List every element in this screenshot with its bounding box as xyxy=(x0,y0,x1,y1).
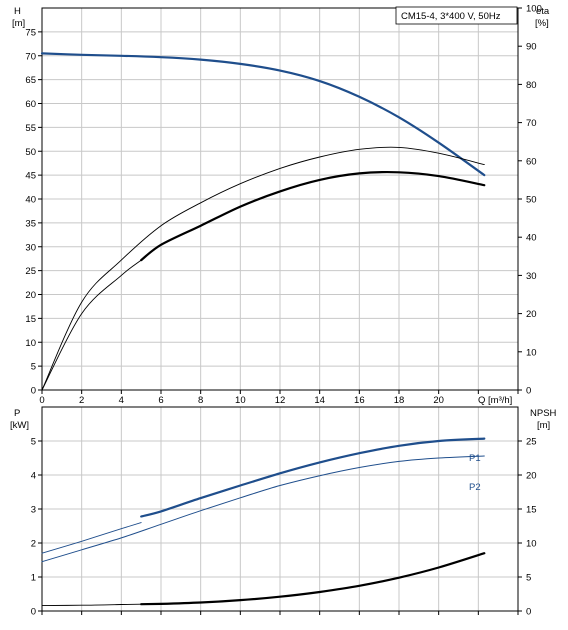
bottom-chart-series xyxy=(41,437,486,607)
x-tick-label: 14 xyxy=(314,395,325,406)
left-tick-label: 55 xyxy=(25,123,36,134)
left-tick-label: 30 xyxy=(25,242,36,253)
x-tick-label: 0 xyxy=(39,395,44,406)
bottom-series-line-2 xyxy=(41,455,485,563)
left-tick-label: 2 xyxy=(31,539,36,550)
left-tick-label: 15 xyxy=(25,314,36,325)
right-tick-label: 0 xyxy=(526,607,531,618)
left-tick-label: 60 xyxy=(25,99,36,110)
bottom-series-line-1 xyxy=(140,437,486,518)
right-tick-label: 25 xyxy=(526,437,537,448)
right-axis-label-eta: eta xyxy=(536,6,550,17)
top-series-line-1 xyxy=(41,146,485,391)
right-tick-label: 15 xyxy=(526,505,537,516)
left-tick-label: 5 xyxy=(31,362,36,373)
right-tick-label: 60 xyxy=(526,156,537,167)
x-tick-label: 10 xyxy=(235,395,246,406)
left-tick-label: 65 xyxy=(25,75,36,86)
bottom-series-line-4 xyxy=(140,552,486,606)
right-tick-label: 50 xyxy=(526,195,537,206)
bottom-series-line-0 xyxy=(41,522,142,554)
bottom-series-line-3 xyxy=(41,603,142,607)
left-axis-label-h: H xyxy=(14,6,21,17)
chart-labels: H [m] eta [%] P [kW] NPSH [m] Q [m³/h] C… xyxy=(10,6,557,493)
x-tick-label: 4 xyxy=(119,395,124,406)
left-tick-label: 45 xyxy=(25,171,36,182)
x-tick-label: 16 xyxy=(354,395,365,406)
left-tick-label: 4 xyxy=(31,471,36,482)
left-axis-label-p: P xyxy=(14,408,20,419)
left-tick-label: 40 xyxy=(25,195,36,206)
x-tick-label: 20 xyxy=(433,395,444,406)
left-tick-label: 20 xyxy=(25,290,36,301)
left-tick-label: 75 xyxy=(25,27,36,38)
right-axis-unit-m: [m] xyxy=(537,420,550,431)
series-label-p1: P1 xyxy=(469,453,481,464)
left-axis-unit-kw: [kW] xyxy=(10,420,29,431)
right-axis-label-npsh: NPSH xyxy=(530,408,557,419)
right-tick-label: 5 xyxy=(526,573,531,584)
left-tick-label: 10 xyxy=(25,338,36,349)
right-tick-label: 70 xyxy=(526,118,537,129)
right-tick-label: 10 xyxy=(526,539,537,550)
x-tick-label: 18 xyxy=(394,395,405,406)
left-tick-label: 1 xyxy=(31,573,36,584)
left-tick-label: 70 xyxy=(25,51,36,62)
left-tick-label: 0 xyxy=(31,607,36,618)
left-tick-label: 50 xyxy=(25,147,36,158)
right-tick-label: 10 xyxy=(526,347,537,358)
left-tick-label: 35 xyxy=(25,218,36,229)
x-tick-label: 6 xyxy=(158,395,163,406)
x-tick-label: 12 xyxy=(275,395,286,406)
series-label-p2: P2 xyxy=(469,482,481,493)
top-series-line-2 xyxy=(140,170,486,262)
right-tick-label: 40 xyxy=(526,233,537,244)
right-tick-label: 80 xyxy=(526,80,537,91)
left-tick-label: 3 xyxy=(31,505,36,516)
x-tick-label: 8 xyxy=(198,395,203,406)
top-series-line-0 xyxy=(40,52,486,177)
right-tick-label: 20 xyxy=(526,309,537,320)
right-tick-label: 20 xyxy=(526,471,537,482)
left-tick-label: 5 xyxy=(31,437,36,448)
legend-box-text: CM15-4, 3*400 V, 50Hz xyxy=(401,11,501,22)
top-chart-series xyxy=(40,52,486,391)
legend-box xyxy=(395,6,518,25)
x-axis-label: Q [m³/h] xyxy=(478,395,512,406)
right-tick-label: 90 xyxy=(526,42,537,53)
top-series-line-3 xyxy=(41,259,142,391)
top-chart-grid: 0510152025303540455055606570750102030405… xyxy=(25,4,541,407)
right-axis-unit-percent: [%] xyxy=(535,18,549,29)
left-axis-unit-m: [m] xyxy=(12,18,25,29)
right-tick-label: 0 xyxy=(526,386,531,397)
right-tick-label: 100 xyxy=(526,4,542,15)
left-tick-label: 25 xyxy=(25,266,36,277)
right-tick-label: 30 xyxy=(526,271,537,282)
left-tick-label: 0 xyxy=(31,386,36,397)
x-tick-label: 2 xyxy=(79,395,84,406)
